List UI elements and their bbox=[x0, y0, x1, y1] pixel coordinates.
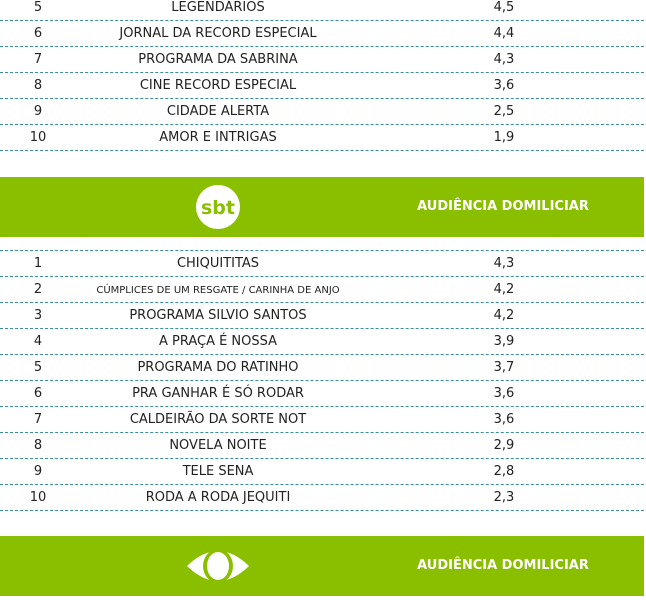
table-row: 8 NOVELA NOITE 2,9 bbox=[0, 433, 644, 459]
program-cell: PROGRAMA SILVIO SANTOS bbox=[129, 308, 307, 323]
rating-cell: 3,6 bbox=[493, 78, 515, 93]
svg-text:sbt: sbt bbox=[201, 197, 235, 219]
rating-cell: 4,3 bbox=[493, 52, 515, 67]
rating-cell: 4,2 bbox=[493, 308, 515, 323]
band-header-banner: AUDIÊNCIA DOMILICIAR bbox=[0, 536, 644, 596]
program-cell: CALDEIRÃO DA SORTE NOT bbox=[129, 412, 307, 427]
rating-cell: 3,6 bbox=[493, 412, 515, 427]
table-row: 8 CINE RECORD ESPECIAL 3,6 bbox=[0, 73, 644, 99]
table-row: 6 PRA GANHAR É SÓ RODAR 3,6 bbox=[0, 381, 644, 407]
program-cell: CIDADE ALERTA bbox=[166, 104, 270, 119]
table-row: 10 AMOR E INTRIGAS 1,9 bbox=[0, 125, 644, 151]
program-cell: CÚMPLICES DE UM RESGATE / CARINHA DE ANJ… bbox=[96, 285, 340, 296]
rating-cell: 4,5 bbox=[493, 0, 515, 15]
rank-cell: 7 bbox=[33, 412, 43, 427]
program-cell: PROGRAMA DA SABRINA bbox=[138, 52, 298, 67]
rating-cell: 4,4 bbox=[493, 26, 515, 41]
rating-cell: 2,3 bbox=[493, 490, 515, 505]
table-row: 3 PROGRAMA SILVIO SANTOS 4,2 bbox=[0, 303, 644, 329]
rank-cell: 3 bbox=[33, 308, 43, 323]
table-row: 6 JORNAL DA RECORD ESPECIAL 4,4 bbox=[0, 21, 644, 47]
rank-cell: 9 bbox=[33, 464, 43, 479]
table-row: 5 PROGRAMA DO RATINHO 3,7 bbox=[0, 355, 644, 381]
rank-cell: 9 bbox=[33, 104, 43, 119]
program-cell: CHIQUITITAS bbox=[176, 256, 260, 271]
program-cell: A PRAÇA É NOSSA bbox=[158, 334, 278, 349]
rating-cell: 2,9 bbox=[493, 438, 515, 453]
rating-cell: 4,3 bbox=[493, 256, 515, 271]
program-cell: TELE SENA bbox=[182, 464, 254, 479]
table-row: 5 LEGENDÁRIOS 4,5 bbox=[0, 0, 644, 21]
table-row: 7 CALDEIRÃO DA SORTE NOT 3,6 bbox=[0, 407, 644, 433]
rating-cell: 3,7 bbox=[493, 360, 515, 375]
table-row: 9 TELE SENA 2,8 bbox=[0, 459, 644, 485]
program-cell: CINE RECORD ESPECIAL bbox=[139, 78, 297, 93]
sbt-logo-icon: sbt bbox=[196, 185, 240, 229]
sbt-header-banner: sbt AUDIÊNCIA DOMILICIAR bbox=[0, 177, 644, 237]
program-cell: PROGRAMA DO RATINHO bbox=[137, 360, 299, 375]
table-row: 7 PROGRAMA DA SABRINA 4,3 bbox=[0, 47, 644, 73]
sbt-ranking-table: 1 CHIQUITITAS 4,3 2 CÚMPLICES DE UM RESGATE … bbox=[0, 250, 644, 511]
rank-cell: 8 bbox=[33, 438, 43, 453]
rating-cell: 4,2 bbox=[493, 282, 515, 297]
table-row: 1 CHIQUITITAS 4,3 bbox=[0, 251, 644, 277]
rank-cell: 5 bbox=[33, 360, 43, 375]
program-cell: AMOR E INTRIGAS bbox=[159, 130, 277, 145]
table-row: 9 CIDADE ALERTA 2,5 bbox=[0, 99, 644, 125]
program-cell: PRA GANHAR É SÓ RODAR bbox=[132, 386, 304, 401]
record-ranking-table: 5 LEGENDÁRIOS 4,5 6 JORNAL DA RECORD ESPECIA… bbox=[0, 0, 644, 151]
rank-cell: 2 bbox=[33, 282, 43, 297]
band-eye-icon bbox=[187, 549, 249, 583]
sbt-banner-title: AUDIÊNCIA DOMILICIAR bbox=[417, 199, 589, 214]
rank-cell: 5 bbox=[33, 0, 43, 15]
rank-cell: 4 bbox=[33, 334, 43, 349]
program-cell: JORNAL DA RECORD ESPECIAL bbox=[119, 26, 317, 41]
rank-cell: 6 bbox=[33, 26, 43, 41]
table-row: 4 A PRAÇA É NOSSA 3,9 bbox=[0, 329, 644, 355]
program-cell: LEGENDÁRIOS bbox=[171, 0, 265, 15]
program-cell: RODA A RODA JEQUITI bbox=[145, 490, 291, 505]
rank-cell: 10 bbox=[29, 130, 47, 145]
rating-cell: 3,6 bbox=[493, 386, 515, 401]
rank-cell: 7 bbox=[33, 52, 43, 67]
table-row: 2 CÚMPLICES DE UM RESGATE / CARINHA DE AN… bbox=[0, 277, 644, 303]
program-cell: NOVELA NOITE bbox=[169, 438, 267, 453]
rating-cell: 2,5 bbox=[493, 104, 515, 119]
rating-cell: 1,9 bbox=[493, 130, 515, 145]
rating-cell: 3,9 bbox=[493, 334, 515, 349]
rating-cell: 2,8 bbox=[493, 464, 515, 479]
rank-cell: 6 bbox=[33, 386, 43, 401]
band-banner-title: AUDIÊNCIA DOMILICIAR bbox=[417, 558, 589, 573]
rank-cell: 1 bbox=[33, 256, 43, 271]
rank-cell: 10 bbox=[29, 490, 47, 505]
table-row: 10 RODA A RODA JEQUITI 2,3 bbox=[0, 485, 644, 511]
rank-cell: 8 bbox=[33, 78, 43, 93]
